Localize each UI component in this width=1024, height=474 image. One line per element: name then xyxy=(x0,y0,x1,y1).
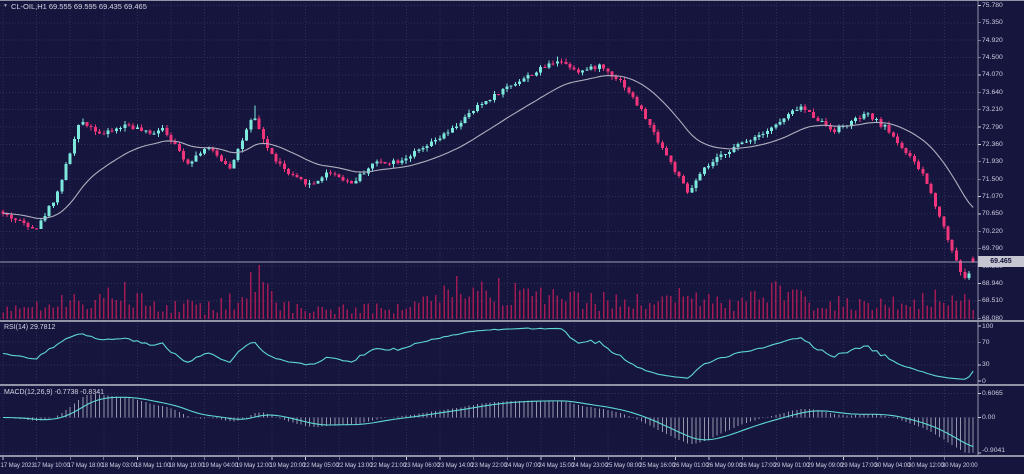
macd-histogram xyxy=(6,394,974,453)
rsi-axis-label: 100 xyxy=(982,322,994,330)
time-axis-label: 18 May 03:00 xyxy=(101,462,138,469)
time-axis-label: 26 May 01:00 xyxy=(672,462,709,469)
time-axis-label: 22 May 05:00 xyxy=(303,462,339,469)
price-axis-label: 70.650 xyxy=(982,210,1003,218)
time-axis-label: 24 May 15:00 xyxy=(538,462,575,469)
macd-axis-label: -0.9041 xyxy=(982,447,1006,454)
price-axis-label: 75.350 xyxy=(982,19,1003,27)
macd-signal-line xyxy=(2,396,974,448)
time-axis-label: 24 May 07:00 xyxy=(504,462,541,469)
time-axis-label: 25 May 16:00 xyxy=(639,462,675,469)
time-axis-label: 23 May 22:00 xyxy=(471,462,507,469)
volume-bars xyxy=(2,265,974,319)
time-axis-label: 26 May 17:00 xyxy=(740,462,776,469)
time-axis-label: 22 May 13:00 xyxy=(336,462,373,469)
time-axis-label: 29 May 17:00 xyxy=(841,462,877,469)
time-axis-label: 30 May 04:00 xyxy=(874,462,911,469)
time-axis-label: 25 May 08:00 xyxy=(605,462,642,469)
price-axis-label: 68.940 xyxy=(982,279,1003,287)
time-axis-label: 17 May 2023 xyxy=(0,462,35,469)
price-axis-label: 68.510 xyxy=(982,297,1003,305)
price-axis-label: 69.790 xyxy=(982,245,1003,253)
time-axis-label: 23 May 06:00 xyxy=(403,462,440,469)
price-axis-label: 71.930 xyxy=(982,158,1003,166)
time-axis-label: 23 May 14:00 xyxy=(437,462,474,469)
time-axis-label: 17 May 10:00 xyxy=(34,462,70,469)
time-axis-label: 30 May 12:00 xyxy=(908,462,944,469)
price-axis-label: 74.920 xyxy=(982,36,1003,44)
price-axis-label: 73.210 xyxy=(982,106,1003,114)
time-axis-label: 19 May 12:00 xyxy=(235,462,272,469)
time-axis-label: 18 May 19:00 xyxy=(168,462,205,469)
time-axis-label: 22 May 21:00 xyxy=(370,462,407,469)
rsi-axis-label: 0 xyxy=(982,377,986,385)
price-axis-label: 70.220 xyxy=(982,227,1003,235)
time-axis-label: 29 May 09:00 xyxy=(807,462,844,469)
time-axis-label: 24 May 23:00 xyxy=(572,462,608,469)
time-axis-label: 19 May 20:00 xyxy=(269,462,306,469)
time-axis-label: 26 May 09:00 xyxy=(706,462,743,469)
time-axis-label: 17 May 18:00 xyxy=(67,462,104,469)
ma-line xyxy=(2,75,974,220)
time-axis-label: 19 May 04:00 xyxy=(202,462,238,469)
current-price-badge: 69.465 xyxy=(978,256,1024,267)
rsi-line xyxy=(2,327,974,380)
time-axis-label: 29 May 01:00 xyxy=(773,462,810,469)
price-axis-label: 68.080 xyxy=(982,314,1003,322)
price-axis-label: 74.070 xyxy=(982,71,1003,79)
candles xyxy=(1,56,975,281)
time-axis-label: 30 May 20:00 xyxy=(941,462,978,469)
rsi-axis-label: 70 xyxy=(982,338,990,346)
price-axis-label: 72.360 xyxy=(982,140,1003,148)
price-axis-label: 71.070 xyxy=(982,193,1003,201)
macd-axis-label: 0.00 xyxy=(982,414,996,421)
rsi-axis-label: 30 xyxy=(982,361,990,369)
price-axis-label: 72.790 xyxy=(982,123,1003,131)
grid xyxy=(0,0,978,454)
time-axis-label: 18 May 11:00 xyxy=(134,462,171,469)
time-axis[interactable]: 17 May 2023 17 May 10:00 17 May 18:00 18 Ma… xyxy=(0,456,1024,474)
panel-separators xyxy=(0,0,1024,457)
price-axis-label: 71.500 xyxy=(982,175,1003,183)
price-axis[interactable]: 75.780 75.350 74.920 74.500 74.070 73.640 73.2… xyxy=(978,0,1024,456)
price-axis-label: 73.640 xyxy=(982,88,1003,96)
price-axis-label: 75.780 xyxy=(982,2,1003,9)
chart-menu-icon[interactable]: ▼ xyxy=(3,3,8,9)
macd-axis-label: 0.6065 xyxy=(982,389,1003,397)
price-axis-label: 74.500 xyxy=(982,54,1003,62)
axis-tick-marks xyxy=(2,5,981,460)
